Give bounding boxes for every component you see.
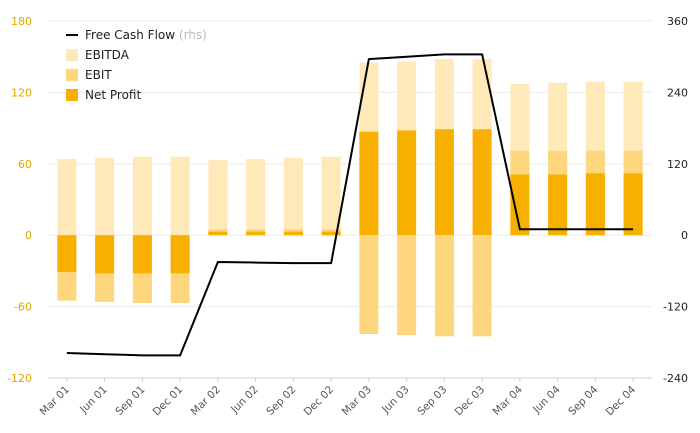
legend-label: EBIT <box>85 68 112 82</box>
net-profit-bar <box>246 231 266 236</box>
net-profit-bar <box>208 231 228 236</box>
x-tick-label: Mar 03 <box>340 384 374 418</box>
x-tick-label: Sep 02 <box>264 384 298 418</box>
net-profit-bar <box>434 129 454 236</box>
y-left-tick-label: 120 <box>11 86 32 99</box>
ebitda-bar <box>246 159 266 236</box>
net-profit-bar <box>283 231 303 236</box>
legend-label: Net Profit <box>85 88 141 102</box>
y-left-tick-label: 180 <box>11 15 32 28</box>
legend-label-free-cash-flow: Free Cash Flow (rhs) <box>85 28 207 42</box>
free-cash-flow-line-group <box>66 53 634 357</box>
legend-swatch <box>66 69 78 81</box>
y-right-tick-label: 0 <box>681 229 688 242</box>
ebit-bar <box>359 235 379 334</box>
bars <box>57 59 643 337</box>
x-tick-label: Jun 01 <box>77 384 110 417</box>
y-right-tick-label: -240 <box>663 372 688 385</box>
free-cash-flow-line <box>66 53 634 357</box>
y-right-tick-label: -120 <box>663 301 688 314</box>
net-profit-bar <box>623 173 643 236</box>
x-tick-label: Dec 03 <box>453 384 488 419</box>
legend-swatch <box>66 49 78 61</box>
ebitda-bar <box>321 156 341 236</box>
net-profit-bar <box>397 130 417 236</box>
ebitda-bar <box>95 157 115 236</box>
net-profit-bar <box>321 231 341 236</box>
ebitda-bar <box>170 156 190 236</box>
legend-note-rhs: (rhs) <box>179 28 207 42</box>
ebitda-bar <box>283 157 303 236</box>
net-profit-bar <box>95 235 115 274</box>
x-tick-label: Mar 01 <box>38 384 72 418</box>
net-profit-bar <box>57 235 77 273</box>
net-profit-bar <box>359 131 379 236</box>
legend-label: EBITDA <box>85 48 130 62</box>
x-tick-label: Jun 02 <box>228 384 261 417</box>
x-tick-label: Mar 04 <box>491 383 526 418</box>
ebit-bar <box>472 235 492 337</box>
x-tick-label: Sep 03 <box>415 384 449 418</box>
x-tick-label: Dec 01 <box>151 384 186 419</box>
x-tick-label: Jun 04 <box>530 383 563 416</box>
net-profit-bar <box>548 174 568 236</box>
x-tick-label: Sep 04 <box>566 383 601 418</box>
ebitda-bar <box>57 159 77 236</box>
ebit-bar <box>434 235 454 337</box>
net-profit-bar <box>170 235 190 274</box>
x-tick-label: Dec 02 <box>302 384 337 419</box>
y-right-tick-label: 240 <box>667 86 688 99</box>
net-profit-bar <box>472 129 492 236</box>
net-profit-bar <box>132 235 152 274</box>
ebitda-bar <box>132 156 152 236</box>
y-left-tick-label: -120 <box>7 372 32 385</box>
y-right-tick-label: 120 <box>667 158 688 171</box>
y-left-tick-label: -60 <box>14 301 32 314</box>
legend: Free Cash Flow (rhs) EBITDA EBIT Net Profit <box>66 28 207 102</box>
ebit-bar <box>397 235 417 336</box>
legend-swatch <box>66 89 78 101</box>
x-tick-label: Jun 03 <box>379 384 412 417</box>
y-left-tick-label: 0 <box>25 229 32 242</box>
x-tick-label: Dec 04 <box>604 383 639 418</box>
x-tick-label: Mar 02 <box>189 384 223 418</box>
x-tick-label: Sep 01 <box>113 384 147 418</box>
net-profit-bar <box>585 173 605 236</box>
y-left-tick-label: 60 <box>18 158 32 171</box>
ebitda-bar <box>208 160 228 236</box>
y-right-tick-label: 360 <box>667 15 688 28</box>
net-profit-bar <box>510 174 530 236</box>
